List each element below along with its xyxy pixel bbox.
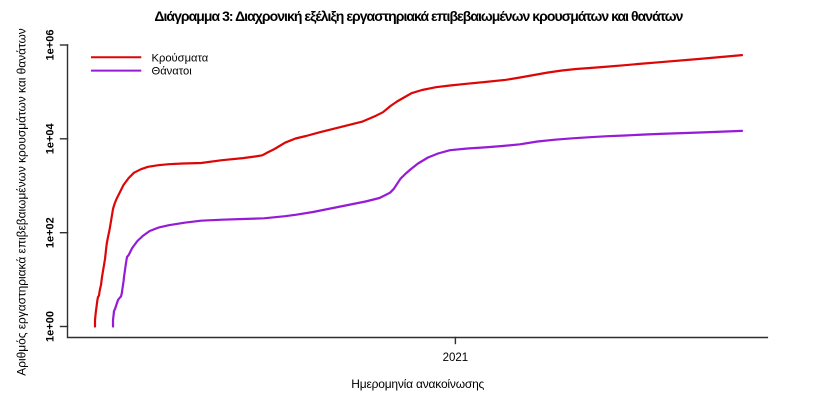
svg-text:Θάνατοι: Θάνατοι [152, 66, 193, 78]
svg-text:Ημερομηνία ανακοίνωσης: Ημερομηνία ανακοίνωσης [351, 377, 484, 391]
svg-text:2021: 2021 [443, 352, 469, 364]
svg-text:1e+06: 1e+06 [44, 30, 56, 61]
svg-text:1e+04: 1e+04 [44, 122, 56, 154]
svg-text:1e+00: 1e+00 [44, 311, 56, 342]
svg-text:Κρούσματα: Κρούσματα [152, 52, 209, 64]
svg-text:1e+02: 1e+02 [44, 217, 56, 248]
svg-text:Διάγραμμα 3: Διαχρονική εξέλιξ: Διάγραμμα 3: Διαχρονική εξέλιξη εργαστηρ… [154, 8, 683, 24]
svg-text:Αριθμός εργαστηριακά επιβεβαιω: Αριθμός εργαστηριακά επιβεβαιωμένων κρου… [15, 28, 29, 375]
